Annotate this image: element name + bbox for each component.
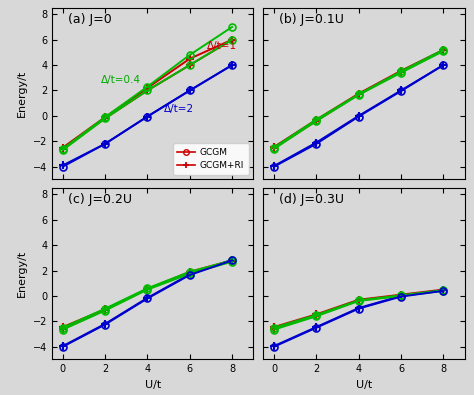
Text: (b) J=0.1U: (b) J=0.1U [280, 13, 344, 26]
X-axis label: U/t: U/t [145, 380, 161, 390]
Text: Δ/t=0.4: Δ/t=0.4 [101, 75, 141, 85]
Text: Δ/t=1: Δ/t=1 [207, 41, 237, 51]
Y-axis label: Energy/t: Energy/t [18, 70, 27, 117]
X-axis label: U/t: U/t [356, 380, 372, 390]
Text: (c) J=0.2U: (c) J=0.2U [68, 193, 132, 206]
Legend: GCGM, GCGM+RI: GCGM, GCGM+RI [173, 143, 249, 175]
Text: Δ/t=2: Δ/t=2 [164, 104, 194, 114]
Y-axis label: Energy/t: Energy/t [18, 250, 27, 297]
Text: (d) J=0.3U: (d) J=0.3U [280, 193, 345, 206]
Text: (a) J=0: (a) J=0 [68, 13, 112, 26]
